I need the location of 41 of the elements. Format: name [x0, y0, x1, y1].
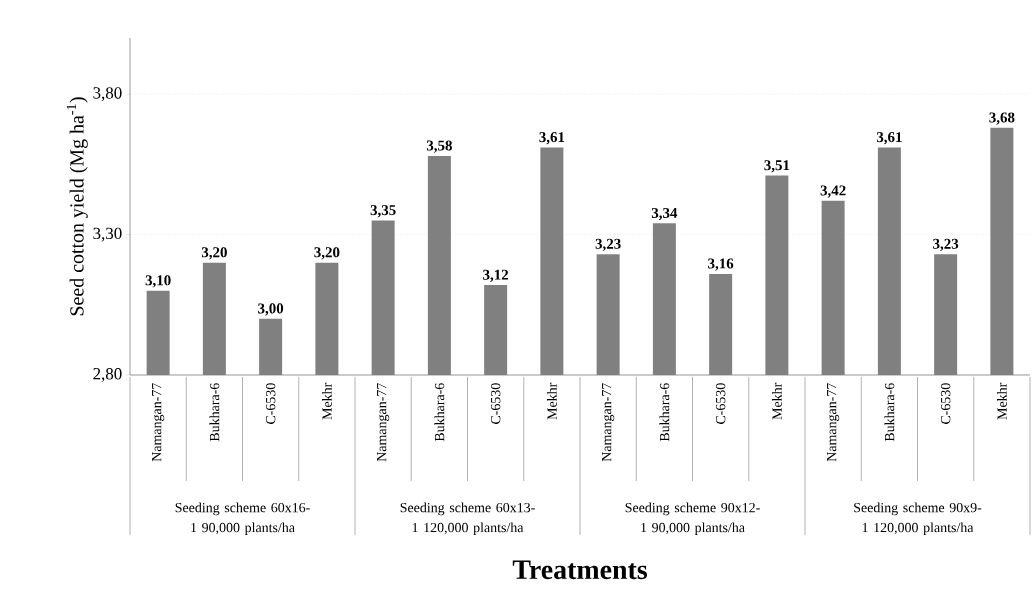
- x-axis-title: Treatments: [512, 560, 647, 580]
- x-tick-label: Bukhara-6: [884, 383, 895, 442]
- y-tick-label: 2,80: [93, 368, 122, 382]
- data-label: 3,58: [426, 140, 452, 153]
- data-label: 3,35: [370, 205, 396, 218]
- x-tick-label: C-6530: [715, 383, 726, 425]
- x-tick-label: C-6530: [940, 383, 951, 425]
- x-tick-label: Namangan-77: [602, 383, 615, 462]
- x-tick-label: Bukhara-6: [659, 383, 670, 442]
- data-label: 3,23: [933, 238, 959, 252]
- data-label: 3,00: [258, 303, 284, 316]
- data-label: 3,20: [314, 247, 340, 260]
- x-tick-label: Mekhr: [771, 382, 782, 420]
- x-tick-label: C-6530: [490, 383, 501, 425]
- text: Seeding scheme 60x13-1 120,000 plants/ha: [400, 502, 535, 536]
- data-label: 3,42: [820, 185, 846, 198]
- x-tick-label: Namangan-77: [827, 383, 840, 462]
- x-tick-label: Bukhara-6: [434, 383, 445, 442]
- data-label: 3,16: [708, 258, 734, 271]
- x-tick-label: Namangan-77: [152, 383, 165, 462]
- text: Seeding scheme 90x9-1 120,000 plants/ha: [854, 502, 982, 536]
- data-label: 3,10: [145, 275, 171, 288]
- data-label: 3,34: [651, 207, 678, 221]
- data-label: 3,51: [764, 160, 790, 173]
- y-tick-label: 3,80: [93, 87, 122, 102]
- x-tick-label: Mekhr: [321, 382, 332, 420]
- x-tick-label: Namangan-77: [377, 383, 390, 462]
- text: Seeding scheme 90x12-1 90,000 plants/ha: [625, 502, 760, 536]
- data-label: 3,68: [989, 112, 1015, 125]
- data-label: 3,12: [483, 269, 509, 282]
- text: Seeding scheme 60x16-1 90,000 plants/ha: [175, 502, 310, 536]
- y-axis-title: Seed cotton yield (Mg ha$^{-1}$): [66, 97, 88, 316]
- data-label: 3,23: [595, 238, 621, 252]
- y-tick-label: 3,30: [93, 227, 122, 242]
- x-tick-label: Mekhr: [996, 382, 1007, 420]
- x-tick-label: C-6530: [265, 383, 276, 425]
- data-label: 3,61: [876, 132, 902, 145]
- data-label: 3,20: [201, 247, 227, 260]
- data-label: 3,61: [539, 132, 565, 145]
- x-tick-label: Mekhr: [546, 382, 557, 420]
- x-tick-label: Bukhara-6: [209, 383, 220, 442]
